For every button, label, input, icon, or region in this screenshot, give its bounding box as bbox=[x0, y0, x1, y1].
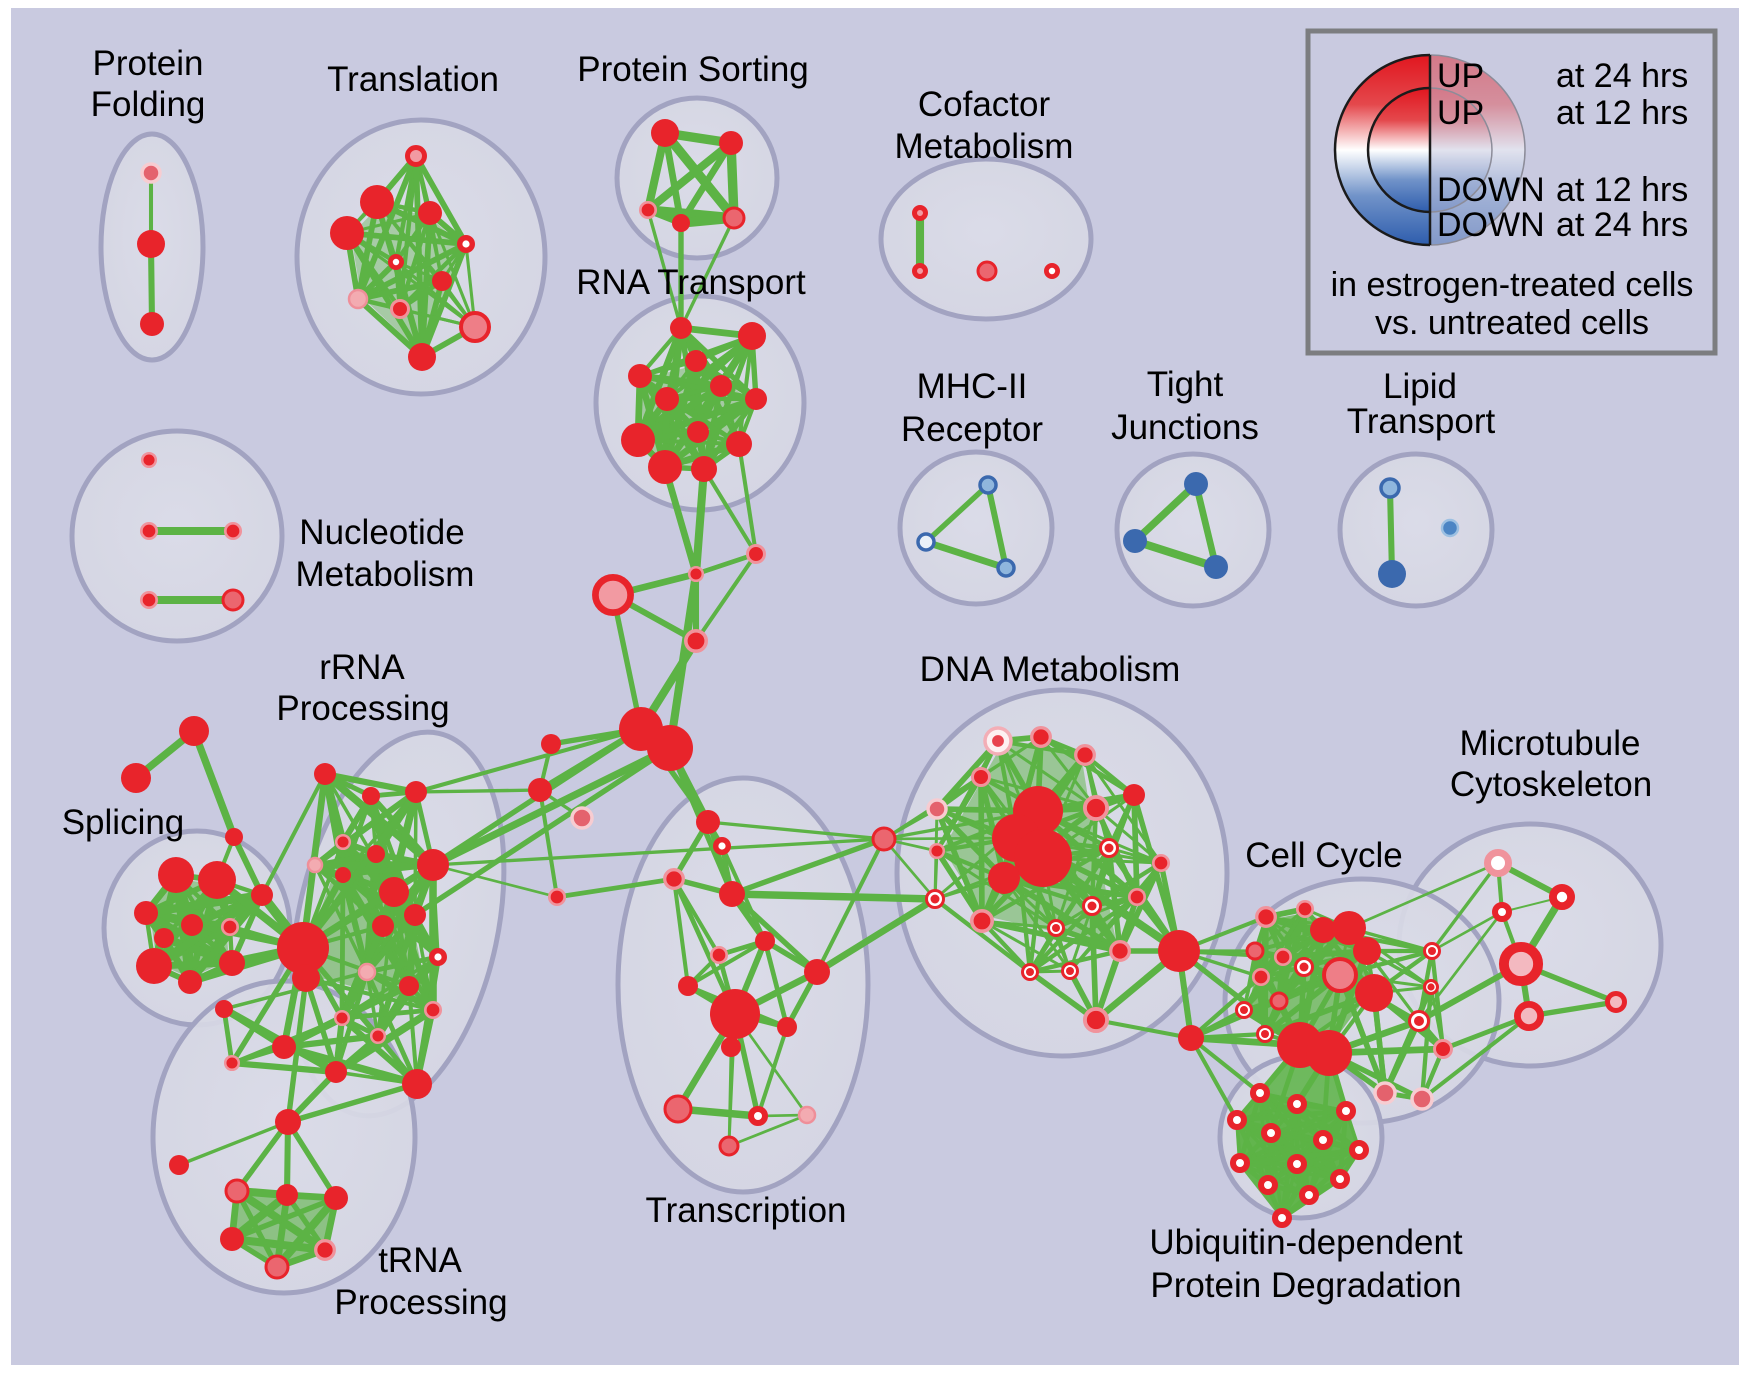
svg-text:Tight: Tight bbox=[1147, 365, 1224, 404]
svg-text:Folding: Folding bbox=[91, 85, 206, 124]
svg-text:RNA Transport: RNA Transport bbox=[576, 263, 806, 302]
svg-text:DOWN: DOWN bbox=[1437, 206, 1545, 244]
svg-text:Cofactor: Cofactor bbox=[918, 85, 1051, 124]
svg-text:in estrogen-treated cells: in estrogen-treated cells bbox=[1331, 266, 1694, 304]
svg-text:Protein Sorting: Protein Sorting bbox=[577, 50, 809, 89]
svg-text:Ubiquitin-dependent: Ubiquitin-dependent bbox=[1149, 1223, 1463, 1262]
svg-text:Lipid: Lipid bbox=[1383, 367, 1457, 406]
svg-text:DOWN: DOWN bbox=[1437, 171, 1545, 209]
svg-text:Metabolism: Metabolism bbox=[296, 555, 475, 594]
svg-text:at 12 hrs: at 12 hrs bbox=[1556, 171, 1688, 209]
svg-text:Protein Degradation: Protein Degradation bbox=[1150, 1266, 1461, 1305]
svg-text:Processing: Processing bbox=[276, 689, 449, 728]
svg-text:Receptor: Receptor bbox=[901, 410, 1043, 449]
svg-text:Transport: Transport bbox=[1347, 402, 1496, 441]
svg-text:Metabolism: Metabolism bbox=[895, 127, 1074, 166]
svg-text:Junctions: Junctions bbox=[1111, 408, 1259, 447]
svg-text:Nucleotide: Nucleotide bbox=[299, 513, 464, 552]
svg-text:rRNA: rRNA bbox=[319, 648, 405, 687]
svg-text:at 12 hrs: at 12 hrs bbox=[1556, 94, 1688, 132]
svg-text:at 24 hrs: at 24 hrs bbox=[1556, 206, 1688, 244]
svg-text:Microtubule: Microtubule bbox=[1460, 724, 1641, 763]
svg-text:Cell Cycle: Cell Cycle bbox=[1245, 836, 1403, 875]
svg-text:vs. untreated cells: vs. untreated cells bbox=[1375, 304, 1649, 342]
svg-text:DNA Metabolism: DNA Metabolism bbox=[920, 650, 1181, 689]
svg-text:Splicing: Splicing bbox=[62, 803, 185, 842]
svg-text:MHC-II: MHC-II bbox=[917, 367, 1028, 406]
svg-text:UP: UP bbox=[1437, 94, 1484, 132]
svg-text:tRNA: tRNA bbox=[378, 1241, 462, 1280]
svg-text:Transcription: Transcription bbox=[646, 1191, 847, 1230]
svg-text:Protein: Protein bbox=[93, 44, 204, 83]
svg-text:Cytoskeleton: Cytoskeleton bbox=[1450, 765, 1652, 804]
svg-text:Processing: Processing bbox=[334, 1283, 507, 1322]
svg-text:at 24 hrs: at 24 hrs bbox=[1556, 57, 1688, 95]
svg-text:UP: UP bbox=[1437, 57, 1484, 95]
svg-text:Translation: Translation bbox=[327, 60, 499, 99]
